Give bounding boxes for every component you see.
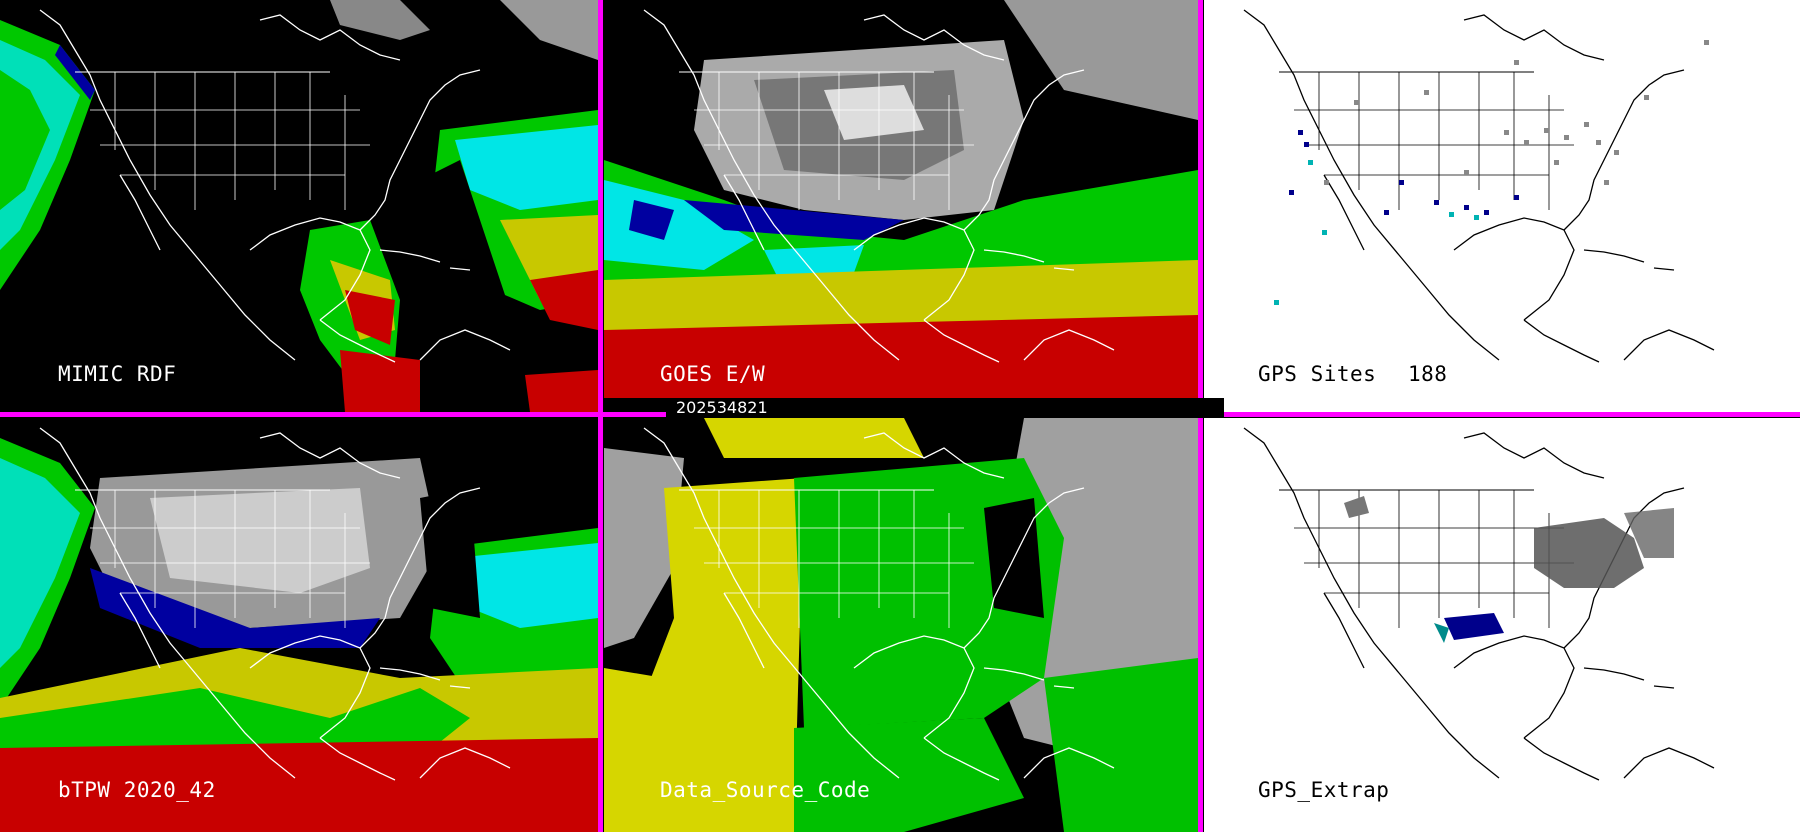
panel-label-mimic: MIMIC RDF [58,362,177,386]
map-gps-extrap [1243,427,1715,781]
gps-sites-count: 188 [1408,362,1448,386]
panel-label-btpw: bTPW 2020_42 [58,778,216,802]
map-goes [604,0,1198,398]
panel-label-gps-sites: GPS Sites [1258,362,1377,386]
panel-gps-sites: GPS Sites 188 [1204,0,1800,412]
map-btpw [0,427,598,832]
map-gps-sites [1243,9,1715,363]
panel-mimic-rdf: MIMIC RDF [0,0,598,412]
map-data-source [604,418,1198,832]
divider-vertical-left [598,0,603,832]
panel-label-goes: GOES E/W [660,362,766,386]
panel-btpw: bTPW 2020_42 [0,418,598,832]
panel-goes: GOES E/W [604,0,1198,398]
panel-label-gps-extrap: GPS_Extrap [1258,778,1390,802]
map-mimic [0,0,598,412]
panel-gps-extrap: GPS_Extrap [1204,418,1800,832]
timestamp-text: 202534821 [676,398,768,417]
timestamp-bar: 202534821 [666,398,1224,418]
panel-data-source: Data_Source_Code [604,418,1198,832]
panel-label-data-source: Data_Source_Code [660,778,871,802]
